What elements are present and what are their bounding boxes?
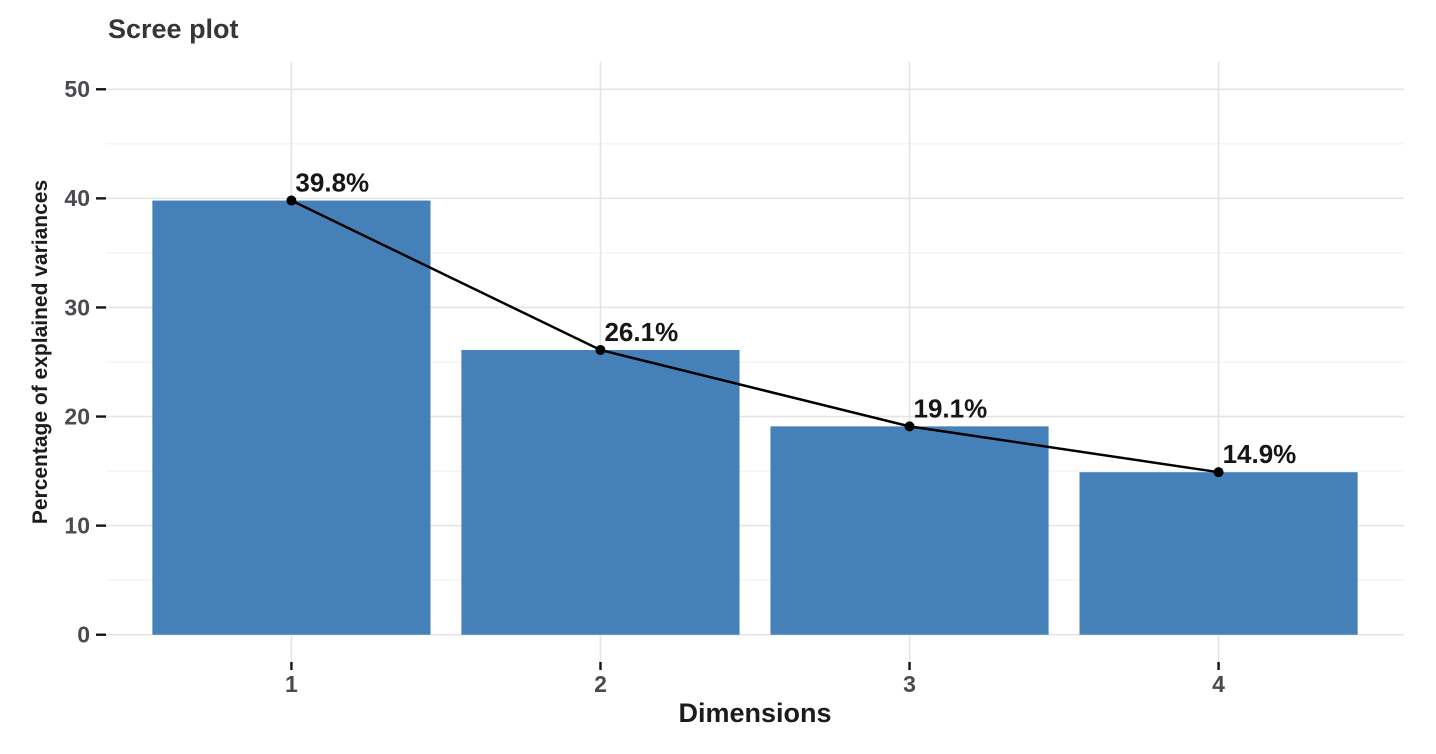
data-point-2: [595, 345, 606, 355]
y-tick-label-40: 40: [64, 185, 90, 211]
scree-line: [290, 199, 1219, 474]
x-axis-title: Dimensions: [678, 698, 832, 728]
x-tick-label-3: 3: [903, 671, 916, 697]
bar-dimension-3: [770, 426, 1049, 635]
y-tick-label-0: 0: [77, 622, 90, 648]
y-tick-label-20: 20: [64, 403, 90, 429]
y-tick-label-10: 10: [64, 512, 90, 538]
y-tick-label-30: 30: [64, 294, 90, 320]
y-tick-label-50: 50: [64, 76, 90, 102]
x-tick-label-2: 2: [594, 671, 607, 697]
data-point-3: [904, 421, 915, 432]
x-tick-label-4: 4: [1212, 671, 1225, 697]
bar-dimension-1: [152, 200, 431, 635]
data-point-4: [1213, 467, 1224, 478]
chart-title: Scree plot: [108, 14, 239, 44]
bar-dimension-4: [1079, 472, 1358, 635]
bar-dimension-2: [461, 350, 740, 635]
x-tick-label-1: 1: [285, 671, 298, 697]
point-label-2: 26.1%: [604, 317, 678, 347]
data-point-1: [286, 195, 297, 206]
point-label-4: 14.9%: [1223, 439, 1297, 469]
point-label-3: 19.1%: [914, 393, 988, 423]
point-label-1: 39.8%: [295, 168, 369, 198]
